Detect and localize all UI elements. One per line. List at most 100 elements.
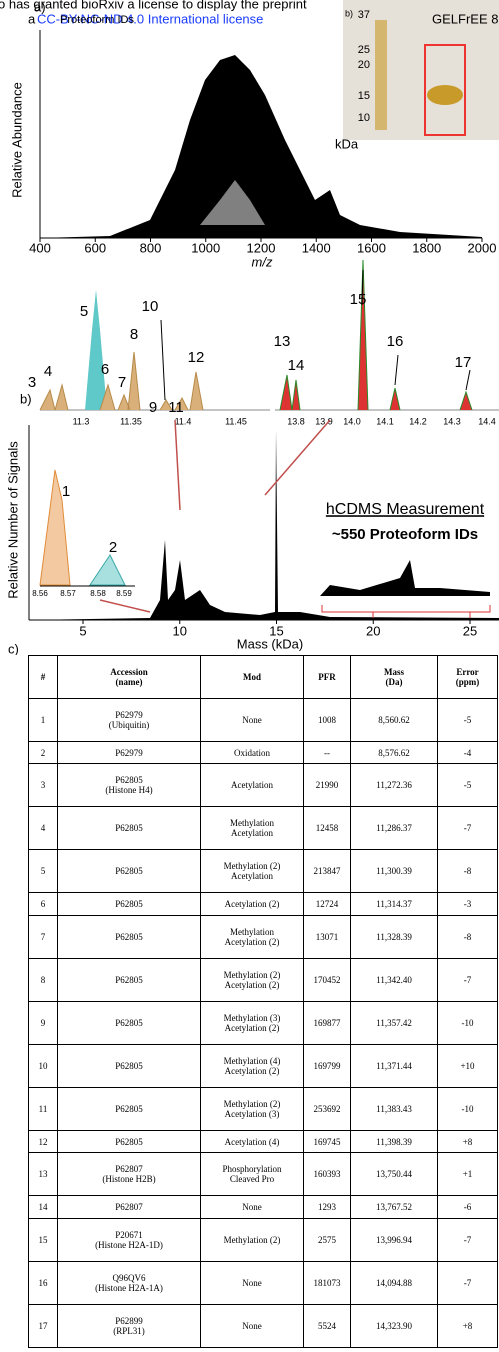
cell: 169745 bbox=[303, 1129, 351, 1154]
cell: -8 bbox=[437, 914, 498, 959]
cell: P62807 (Histone H2B) bbox=[57, 1152, 201, 1197]
x-ticks: 400 600 800 1000 1200 1400 1600 1800 2000 bbox=[29, 238, 496, 255]
cell: Methylation Acetylation (2) bbox=[200, 914, 304, 959]
cell: P62805 bbox=[57, 849, 201, 894]
peak-label: 6 bbox=[101, 361, 109, 378]
cell: P62805 bbox=[57, 892, 201, 916]
row: 16 Q96QV6 (Histone H2A-1A) None 181073 14,09… bbox=[28, 1260, 498, 1305]
header-line: o has granted bioRxiv a license to displ… bbox=[0, 0, 307, 11]
cell: None bbox=[200, 697, 304, 742]
cell: P62805 bbox=[57, 1043, 201, 1088]
cell: 13,996.94 bbox=[350, 1217, 438, 1262]
gel-band bbox=[427, 85, 463, 105]
x-tick-label: 800 bbox=[140, 240, 162, 255]
row: 10 P62805 Methylation (4) Acetylation (2) 1… bbox=[28, 1043, 498, 1088]
cell: 14,094.88 bbox=[350, 1260, 438, 1305]
gel-title: GELFrEE 8% bbox=[432, 11, 499, 26]
cell: None bbox=[200, 1303, 304, 1349]
x-tick-label: 1600 bbox=[357, 240, 386, 255]
gel-marker: 25 bbox=[358, 44, 370, 56]
cell: +8 bbox=[437, 1303, 498, 1349]
cell: 11,300.39 bbox=[350, 849, 438, 894]
cell: Methylation (2) Acetylation (2) bbox=[200, 957, 304, 1002]
peak-label: 2 bbox=[109, 539, 117, 556]
tick-label: 8.58 bbox=[90, 589, 106, 598]
tick-label: 14.3 bbox=[443, 416, 461, 426]
cell: 253692 bbox=[303, 1086, 351, 1131]
cell: 8,576.62 bbox=[350, 740, 438, 765]
inset-ticks: 8.56 8.57 8.58 8.59 bbox=[32, 589, 132, 598]
row: 2 P62979 Oxidation -- 8,576.62 -4 bbox=[28, 740, 498, 765]
cell: P62979 (Ubiquitin) bbox=[57, 697, 201, 742]
arrow bbox=[394, 354, 399, 386]
x-label: Mass (kDa) bbox=[237, 636, 303, 651]
cell: P62805 bbox=[57, 957, 201, 1002]
cell: 1008 bbox=[303, 697, 351, 742]
cell: 1 bbox=[28, 697, 58, 742]
bracket bbox=[321, 605, 491, 618]
peak-label: 10 bbox=[142, 298, 159, 315]
gel-marker: 15 bbox=[358, 90, 370, 102]
peak-label: 12 bbox=[188, 349, 205, 366]
cell: Oxidation bbox=[200, 740, 304, 765]
x-tick-label: 10 bbox=[173, 623, 187, 638]
cell: P62805 bbox=[57, 806, 201, 851]
license-link[interactable]: CC-BY-NC-ND 4.0 International license bbox=[37, 11, 263, 26]
cell: 12458 bbox=[303, 806, 351, 851]
cell: 11,328.39 bbox=[350, 914, 438, 959]
cell: Methylation (2) Acetylation (3) bbox=[200, 1086, 304, 1131]
inset-spectrum bbox=[320, 560, 490, 596]
cell: 11,314.37 bbox=[350, 892, 438, 916]
cell: 7 bbox=[28, 914, 58, 959]
row: 8 P62805 Methylation (2) Acetylation (2) 17… bbox=[28, 957, 498, 1002]
peak-label: 11 bbox=[168, 399, 184, 416]
cell: 17 bbox=[28, 1303, 58, 1349]
cell: 2 bbox=[28, 740, 58, 765]
cell: 14,323.90 bbox=[350, 1303, 438, 1349]
inset-peak bbox=[89, 554, 126, 586]
row: 13 P62807 (Histone H2B) Phosphorylation Cl… bbox=[28, 1152, 498, 1197]
tick-label: 14.1 bbox=[376, 416, 394, 426]
cell: Methylation (2) bbox=[200, 1217, 304, 1262]
cell: Acetylation (4) bbox=[200, 1129, 304, 1154]
x-tick-label: 5 bbox=[79, 623, 86, 638]
cell: -7 bbox=[437, 1217, 498, 1262]
cell: Methylation (2) Acetylation bbox=[200, 849, 304, 894]
header-prefix: a bbox=[28, 11, 36, 26]
cell: P20671 (Histone H2A-1D) bbox=[57, 1217, 201, 1262]
spectrum-texture bbox=[200, 180, 265, 225]
row: 14 P62807 None 1293 13,767.52 -6 bbox=[28, 1195, 498, 1219]
cell: P62805 bbox=[57, 1000, 201, 1045]
cell: -7 bbox=[437, 1260, 498, 1305]
gel-marker: 37 bbox=[358, 9, 370, 21]
cell: 3 bbox=[28, 763, 58, 808]
row: 3 P62805 (Histone H4) Acetylation 21990 11,2… bbox=[28, 763, 498, 808]
cell: Phosphorylation Cleaved Pro bbox=[200, 1152, 304, 1197]
cell: +8 bbox=[437, 1129, 498, 1154]
cell: 11,357.42 bbox=[350, 1000, 438, 1045]
peak-label: 9 bbox=[149, 399, 157, 416]
table: # Accession (name) Mod PFR Mass (Da) Error (p… bbox=[28, 655, 498, 1349]
cell: 14 bbox=[28, 1195, 58, 1219]
cell: 12 bbox=[28, 1129, 58, 1154]
cell: 9 bbox=[28, 1000, 58, 1045]
cell: +10 bbox=[437, 1043, 498, 1088]
peak-label: 8 bbox=[130, 326, 138, 343]
cell: None bbox=[200, 1195, 304, 1219]
figure: o has granted bioRxiv a license to displ… bbox=[0, 0, 499, 656]
x-tick-label: 2000 bbox=[468, 240, 497, 255]
arrow bbox=[361, 269, 364, 306]
peak-label: 5 bbox=[80, 303, 88, 320]
cell: 15 bbox=[28, 1217, 58, 1262]
cell: 11,383.43 bbox=[350, 1086, 438, 1131]
peak-label: 1 bbox=[62, 483, 70, 500]
column-header: PFR bbox=[303, 655, 351, 699]
cell: 13 bbox=[28, 1152, 58, 1197]
arrow bbox=[99, 419, 331, 613]
x-tick-label: 15 bbox=[269, 623, 283, 638]
peak-shape bbox=[279, 259, 473, 411]
cell: P62979 bbox=[57, 740, 201, 765]
row: 6 P62805 Acetylation (2) 12724 11,314.37 -3 bbox=[28, 892, 498, 916]
row: 5 P62805 Methylation (2) Acetylation 213847… bbox=[28, 849, 498, 894]
